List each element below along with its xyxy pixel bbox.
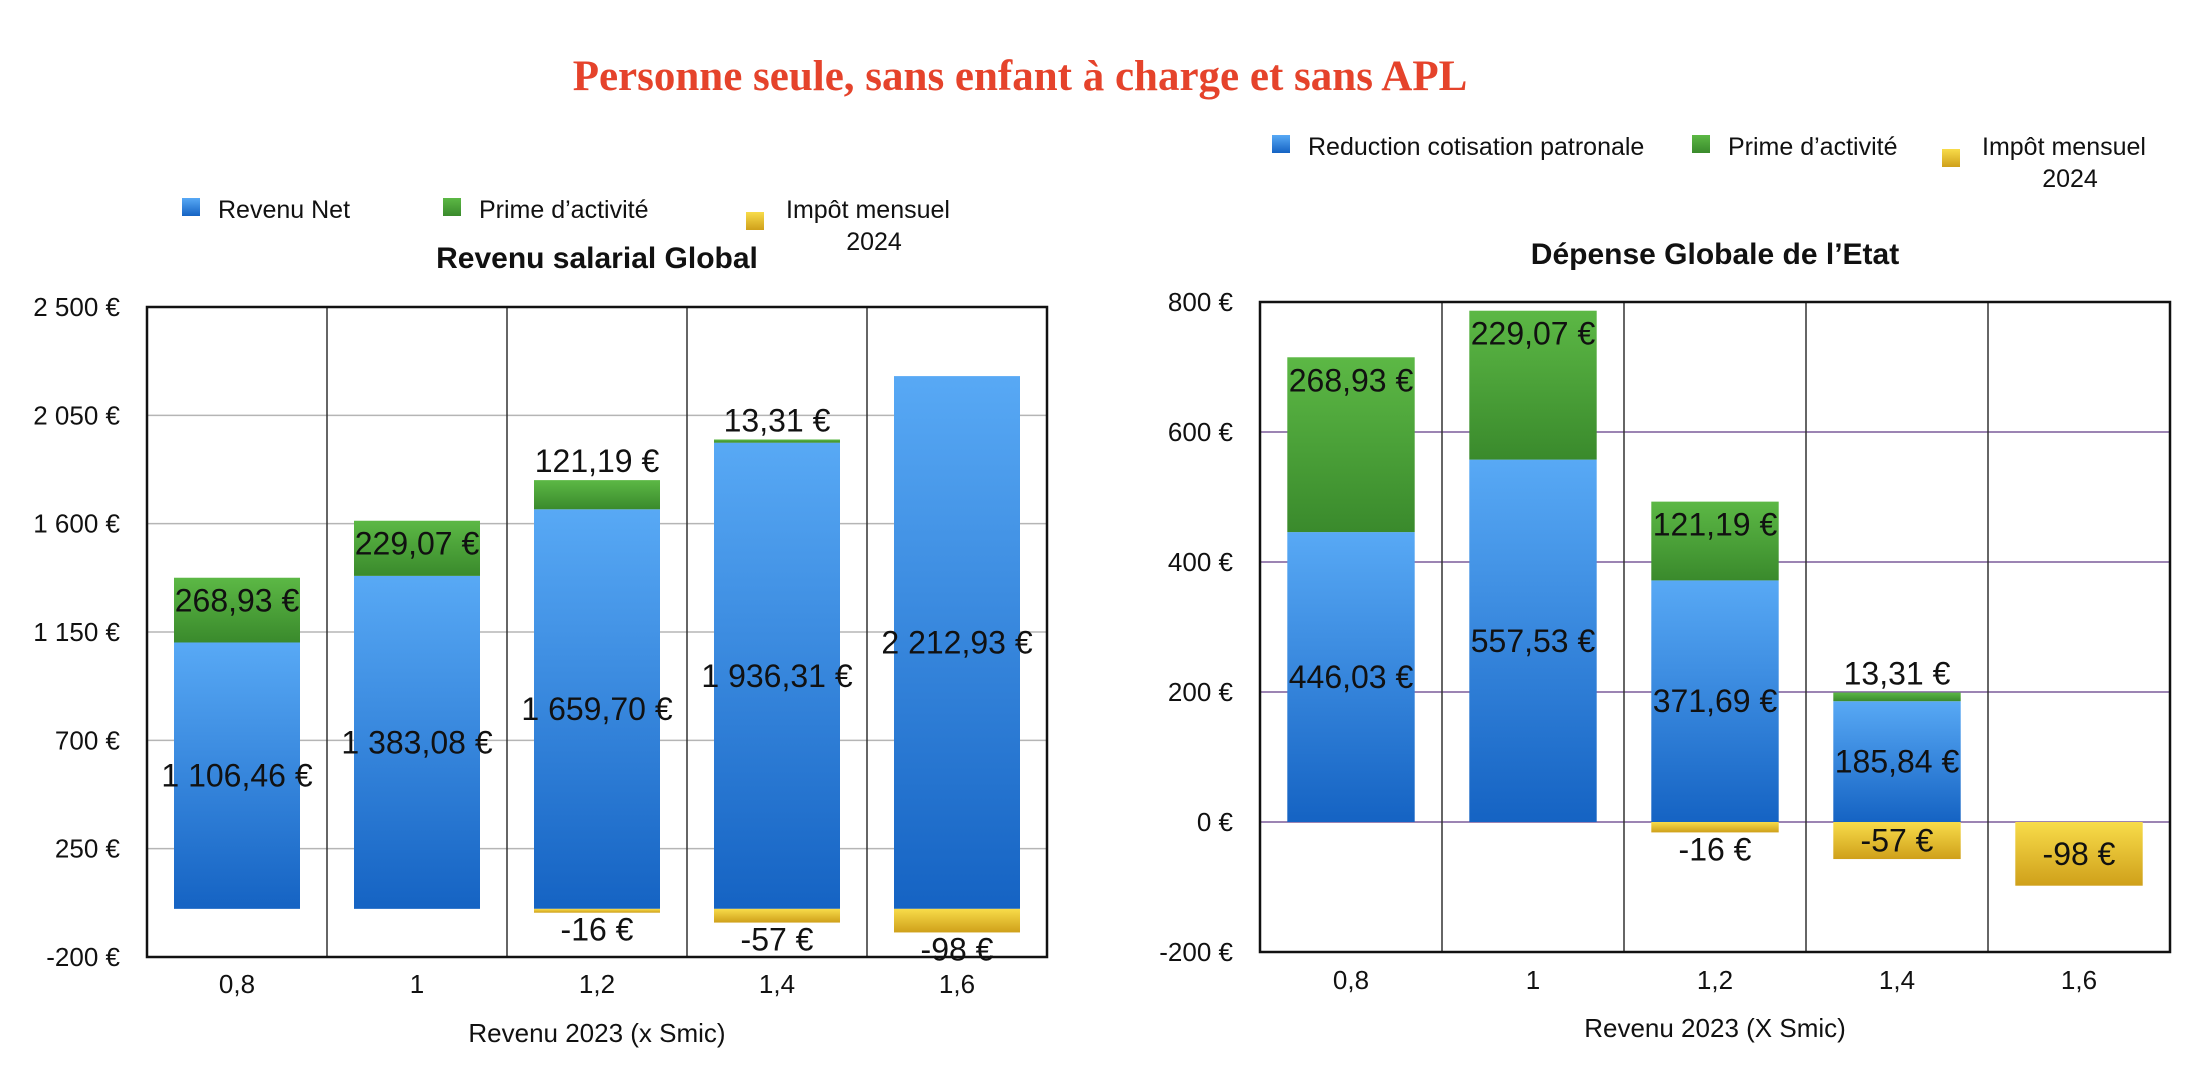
bar-prime-d-activite-0-8	[1287, 357, 1415, 533]
y-tick-label: 1 600 €	[33, 509, 120, 539]
plot-frame	[1258, 300, 2172, 954]
legend-item: Impôt mensuel 2024	[1942, 133, 2146, 193]
legend-item: Prime d’activité	[443, 196, 649, 224]
bar-revenu-net-1	[354, 575, 480, 909]
data-label: 1 936,31 €	[701, 658, 852, 694]
data-label: -98 €	[2043, 836, 2116, 872]
y-tick-label: -200 €	[1159, 937, 1233, 967]
x-tick-label: 0,8	[219, 969, 255, 999]
data-label: -16 €	[561, 912, 634, 948]
data-label: -98 €	[921, 931, 994, 967]
data-label: 229,07 €	[355, 526, 480, 562]
y-tick-label: 700 €	[55, 725, 121, 755]
bar-impot-mensuel-2024-1-2	[1651, 822, 1779, 833]
legend-swatch	[746, 212, 764, 230]
bar-reduction-cotisation-patronale-0-8	[1287, 532, 1415, 822]
chart-title: Revenu salarial Global	[436, 242, 758, 275]
bar-reduction-cotisation-patronale-1-2	[1651, 580, 1779, 822]
x-tick-label: 1,4	[759, 969, 795, 999]
bar-prime-d-activite-0-8	[174, 577, 300, 643]
x-tick-label: 1	[410, 969, 424, 999]
plot-frame	[145, 305, 1049, 959]
x-tick-label: 1,6	[2061, 965, 2097, 995]
bar-impot-mensuel-2024-1-4	[714, 908, 840, 923]
bar-prime-d-activite-1	[1469, 310, 1597, 460]
legend-swatch	[1692, 135, 1710, 153]
x-tick-label: 0,8	[1333, 965, 1369, 995]
x-axis-label: Revenu 2023 (X Smic)	[1584, 1013, 1846, 1043]
bar-revenu-net-1-6	[894, 376, 1020, 909]
bar-reduction-cotisation-patronale-1	[1469, 459, 1597, 822]
legend-item: Reduction cotisation patronale	[1272, 133, 1644, 161]
y-tick-label: 1 150 €	[33, 617, 120, 647]
legend-label: Impôt mensuel	[786, 196, 950, 224]
bar-prime-d-activite-1-2	[1651, 501, 1779, 581]
data-label: 557,53 €	[1471, 623, 1596, 659]
legend-swatch	[443, 198, 461, 216]
x-tick-label: 1,4	[1879, 965, 1915, 995]
data-label: -57 €	[741, 922, 814, 958]
y-tick-label: 2 500 €	[33, 292, 120, 322]
legend-label: Prime d’activité	[1728, 133, 1898, 161]
legend-swatch	[1942, 149, 1960, 167]
legend-label: Reduction cotisation patronale	[1308, 133, 1644, 161]
data-label: 268,93 €	[175, 583, 300, 619]
bar-revenu-net-1-4	[714, 442, 840, 909]
legend-label: Impôt mensuel	[1982, 133, 2146, 161]
bar-impot-mensuel-2024-1-6	[2015, 822, 2143, 886]
data-label: 1 106,46 €	[161, 758, 312, 794]
data-label: 185,84 €	[1835, 744, 1960, 780]
y-tick-label: 0 €	[1197, 807, 1234, 837]
data-label: -57 €	[1861, 823, 1934, 859]
bar-revenu-net-1-2	[534, 509, 660, 909]
legend-swatch	[182, 198, 200, 216]
x-axis-label: Revenu 2023 (x Smic)	[468, 1018, 725, 1048]
bar-impot-mensuel-2024-1-6	[894, 908, 1020, 933]
bar-impot-mensuel-2024-1-2	[534, 908, 660, 913]
chart-2: -200 € 0 € 200 € 400 € 600 € 800 € 446,03 € 268…	[1159, 133, 2172, 1043]
legend-label: Prime d’activité	[479, 196, 649, 224]
legend-item: Prime d’activité	[1692, 133, 1898, 161]
data-label: -16 €	[1679, 831, 1752, 867]
legend-swatch	[1272, 135, 1290, 153]
bar-prime-d-activite-1	[354, 520, 480, 576]
data-label: 229,07 €	[1471, 316, 1596, 352]
data-label: 13,31 €	[724, 402, 831, 438]
data-label: 371,69 €	[1653, 683, 1778, 719]
y-tick-label: 600 €	[1168, 417, 1234, 447]
legend-label: 2024	[2042, 165, 2098, 193]
legend-item: Revenu Net	[182, 196, 350, 224]
data-label: 121,19 €	[535, 443, 660, 479]
data-label: 446,03 €	[1289, 659, 1414, 695]
bar-prime-d-activite-1-2	[534, 480, 660, 510]
x-tick-label: 1,2	[1697, 965, 1733, 995]
y-tick-label: 2 050 €	[33, 400, 120, 430]
bar-prime-d-activite-1-4	[714, 439, 840, 443]
data-label: 268,93 €	[1289, 362, 1414, 398]
legend-item: Impôt mensuel 2024	[746, 196, 950, 256]
chart-1: -200 € 250 € 700 € 1 150 € 1 600 € 2 050 € 2 5…	[33, 196, 1049, 1048]
data-label: 1 383,08 €	[341, 724, 492, 760]
y-tick-label: 400 €	[1168, 547, 1234, 577]
x-tick-label: 1,6	[939, 969, 975, 999]
data-label: 13,31 €	[1844, 656, 1951, 692]
x-tick-label: 1	[1526, 965, 1540, 995]
bar-impot-mensuel-2024-1-4	[1833, 822, 1961, 860]
chart-title: Dépense Globale de l’Etat	[1531, 238, 1899, 271]
bar-revenu-net-0-8	[174, 642, 300, 909]
bar-prime-d-activite-1-4	[1833, 692, 1961, 702]
legend-label: 2024	[846, 228, 902, 256]
y-tick-label: 250 €	[55, 834, 121, 864]
x-tick-label: 1,2	[579, 969, 615, 999]
data-label: 2 212,93 €	[881, 624, 1032, 660]
bar-reduction-cotisation-patronale-1-4	[1833, 701, 1961, 822]
y-tick-label: -200 €	[46, 942, 120, 972]
data-label: 1 659,70 €	[521, 691, 672, 727]
y-tick-label: 800 €	[1168, 287, 1234, 317]
main-title: Personne seule, sans enfant à charge et …	[572, 53, 1468, 100]
y-tick-label: 200 €	[1168, 677, 1234, 707]
data-label: 121,19 €	[1653, 507, 1778, 543]
legend-label: Revenu Net	[218, 196, 350, 224]
